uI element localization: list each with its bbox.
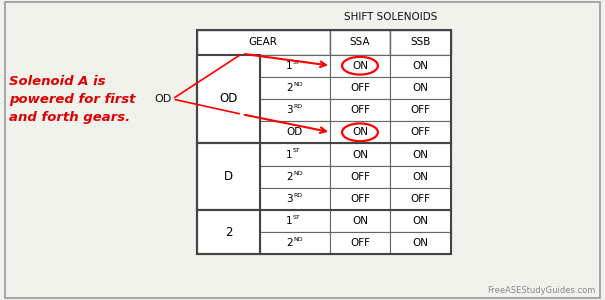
Text: 2: 2 (224, 226, 232, 239)
Bar (390, 232, 451, 254)
Bar (260, 55, 330, 77)
Text: OFF: OFF (350, 194, 370, 204)
Text: OFF: OFF (350, 105, 370, 115)
Bar (330, 30, 390, 55)
Bar (390, 99, 451, 121)
Bar (197, 143, 260, 210)
Text: ND: ND (293, 171, 302, 176)
Bar (330, 121, 390, 143)
Bar (390, 143, 451, 166)
Bar (330, 166, 390, 188)
Bar (260, 188, 330, 210)
Bar (260, 121, 330, 143)
Bar (197, 30, 451, 254)
Text: GEAR: GEAR (249, 37, 278, 47)
Text: ON: ON (413, 172, 428, 182)
Bar (330, 77, 390, 99)
Bar (390, 30, 451, 55)
Text: ND: ND (293, 82, 302, 87)
Text: ON: ON (352, 127, 368, 137)
Text: RD: RD (293, 193, 302, 198)
Text: OD: OD (219, 92, 238, 106)
Bar (330, 55, 390, 77)
Bar (390, 210, 451, 232)
Text: OFF: OFF (350, 238, 370, 248)
Text: ON: ON (352, 149, 368, 160)
Text: ND: ND (293, 237, 302, 242)
Text: 2: 2 (286, 238, 293, 248)
Text: 2: 2 (286, 172, 293, 182)
Text: SSA: SSA (350, 37, 370, 47)
Text: ON: ON (413, 149, 428, 160)
Bar (260, 210, 330, 232)
Bar (197, 210, 260, 254)
Bar (260, 232, 330, 254)
Text: ST: ST (293, 215, 301, 220)
Text: ON: ON (413, 216, 428, 226)
Text: ON: ON (413, 61, 428, 71)
Text: ST: ST (293, 148, 301, 153)
Text: ON: ON (352, 61, 368, 71)
Text: Solenoid A is
powered for first
and forth gears.: Solenoid A is powered for first and fort… (9, 75, 136, 124)
Text: OFF: OFF (350, 172, 370, 182)
Text: ON: ON (352, 216, 368, 226)
Bar (390, 188, 451, 210)
Bar (330, 188, 390, 210)
Text: ON: ON (413, 238, 428, 248)
Text: SHIFT SOLENOIDS: SHIFT SOLENOIDS (344, 13, 437, 22)
Bar (330, 210, 390, 232)
Text: D: D (224, 170, 233, 183)
Text: OFF: OFF (410, 105, 431, 115)
Bar (260, 166, 330, 188)
Bar (260, 99, 330, 121)
Text: RD: RD (293, 104, 302, 109)
Bar (197, 30, 330, 55)
Bar (330, 232, 390, 254)
Text: 3: 3 (286, 194, 293, 204)
Text: FreeASEStudyGuides.com: FreeASEStudyGuides.com (488, 286, 596, 295)
Text: ST: ST (293, 60, 301, 64)
Text: OFF: OFF (350, 83, 370, 93)
Text: 1: 1 (286, 216, 293, 226)
Bar (390, 121, 451, 143)
Bar (330, 143, 390, 166)
Text: OD: OD (155, 94, 172, 104)
Bar (260, 77, 330, 99)
Bar (260, 143, 330, 166)
Text: 3: 3 (286, 105, 293, 115)
Text: OFF: OFF (410, 194, 431, 204)
Text: 1: 1 (286, 61, 293, 71)
Text: 2: 2 (286, 83, 293, 93)
Bar (390, 77, 451, 99)
Bar (390, 166, 451, 188)
Text: ON: ON (413, 83, 428, 93)
Bar (330, 99, 390, 121)
Text: OFF: OFF (410, 127, 431, 137)
Bar (197, 55, 260, 143)
Text: 1: 1 (286, 149, 293, 160)
Text: SSB: SSB (410, 37, 431, 47)
Bar (390, 55, 451, 77)
Text: OD: OD (287, 127, 303, 137)
